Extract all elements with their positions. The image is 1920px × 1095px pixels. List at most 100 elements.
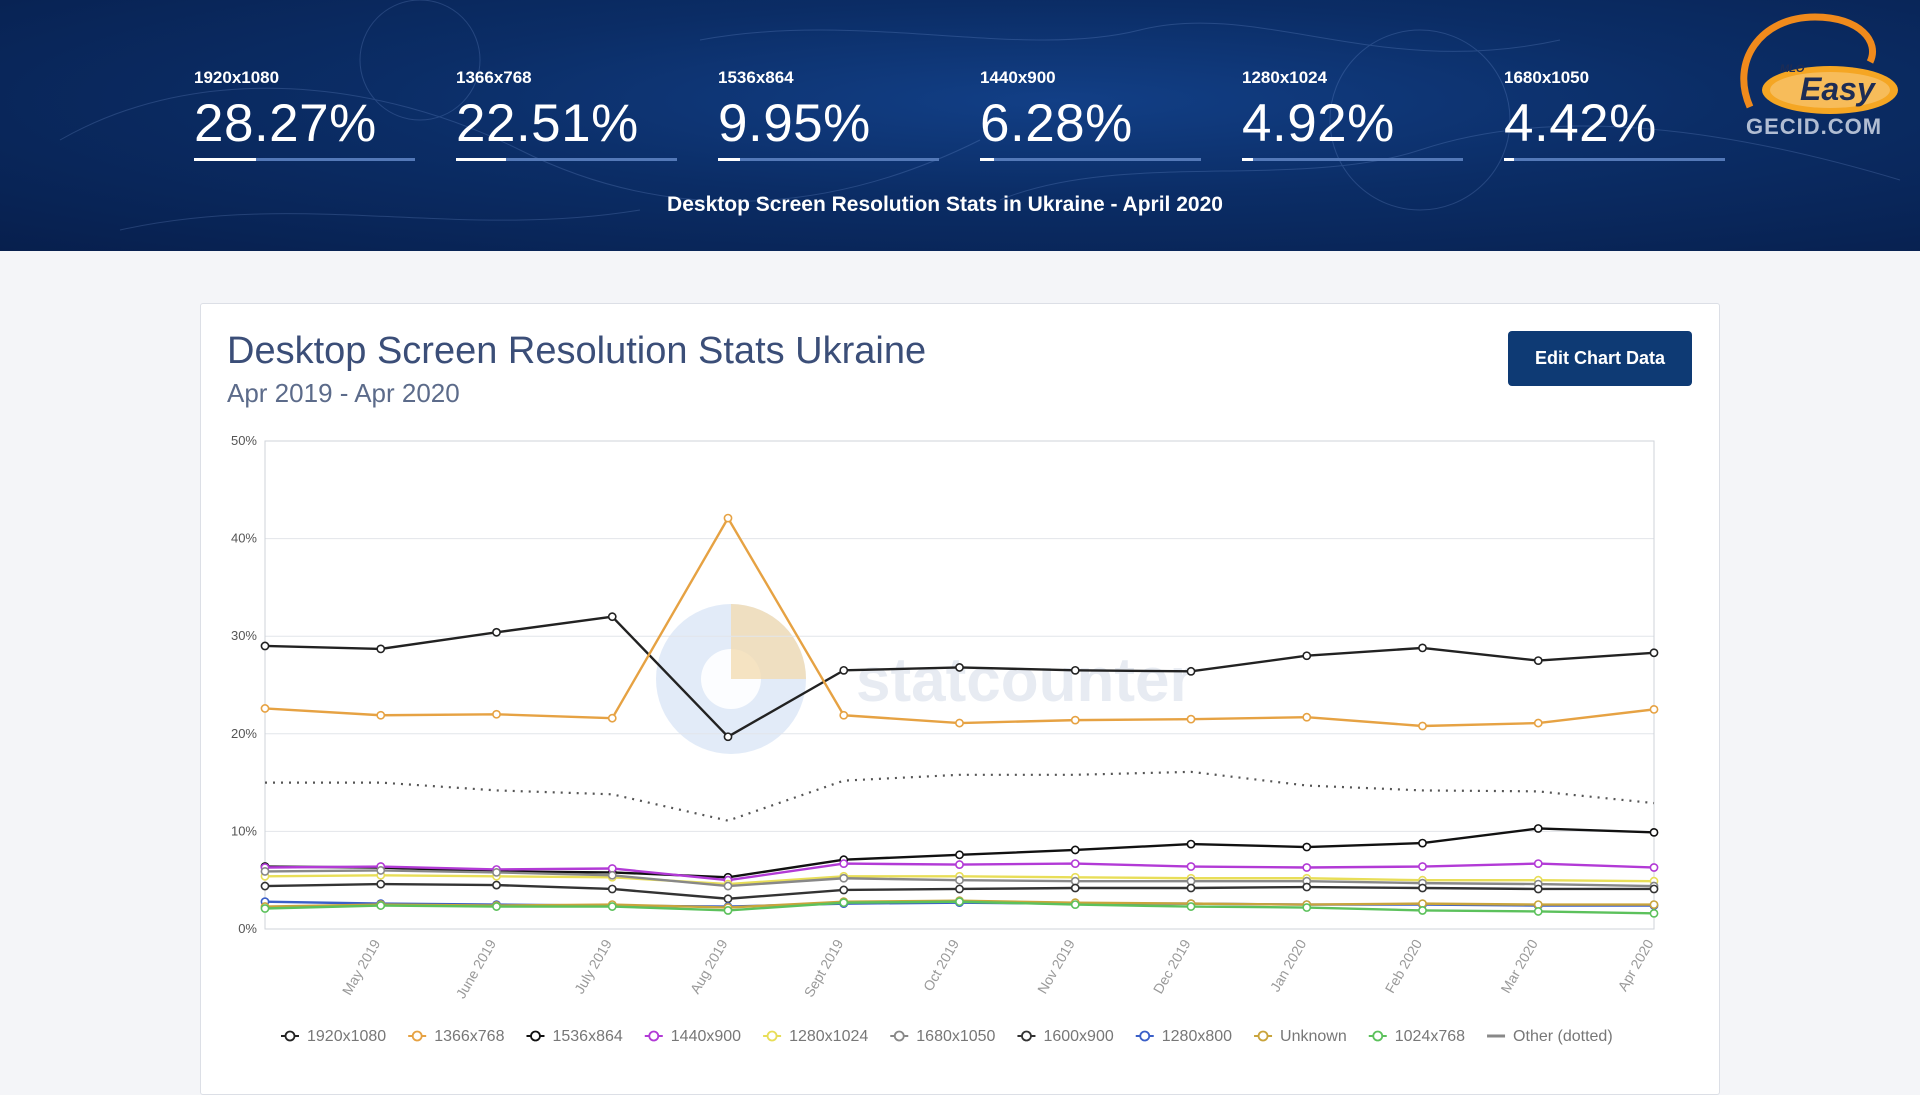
stat-bar-fill	[1242, 158, 1253, 161]
legend-marker-dot	[1139, 1030, 1151, 1042]
data-point	[1533, 884, 1543, 894]
data-point	[1649, 863, 1659, 872]
legend-marker-dot	[1372, 1030, 1384, 1042]
legend-marker-dot	[411, 1030, 423, 1042]
stat-bar	[980, 158, 1201, 161]
data-point	[260, 704, 270, 713]
stat-bar-fill	[194, 158, 257, 161]
data-point	[1186, 902, 1196, 911]
stat-percent: 22.51%	[456, 94, 639, 153]
data-point	[839, 710, 849, 720]
legend-label: 1920x1080	[307, 1028, 386, 1045]
stat-percent: 9.95%	[718, 94, 871, 153]
stat-resolution: 1920x1080	[194, 68, 280, 87]
legend-label: Unknown	[1280, 1028, 1347, 1045]
legend-label: 1366x768	[434, 1028, 504, 1045]
legend-marker-dot	[1257, 1030, 1269, 1042]
data-point	[1418, 906, 1427, 915]
data-point	[1533, 859, 1543, 869]
legend-item: 1280x1024	[763, 1028, 868, 1045]
stat-1920x1080: 1920x1080 28.27%	[194, 68, 415, 161]
data-point	[839, 873, 849, 883]
data-point	[376, 901, 386, 910]
legend-item: Other (dotted)	[1487, 1028, 1613, 1045]
data-point	[1649, 827, 1659, 837]
stat-resolution: 1440x900	[980, 68, 1056, 87]
plot-frame	[264, 440, 1655, 930]
data-point	[376, 866, 386, 875]
stat-bar-fill	[1504, 158, 1514, 161]
data-point	[1070, 715, 1080, 725]
legend-item: 1366x768	[408, 1028, 505, 1045]
data-point	[955, 663, 964, 672]
data-point	[839, 885, 849, 895]
stat-bar-fill	[980, 158, 994, 161]
legend-marker-dot	[284, 1030, 296, 1042]
data-point	[260, 881, 270, 891]
data-point	[1418, 838, 1427, 848]
data-point	[376, 710, 386, 720]
header-banner: 1920x1080 28.27% 1366x768 22.51% 1536x86…	[0, 0, 1920, 251]
stat-resolution: 1366x768	[456, 68, 532, 87]
data-point	[607, 612, 617, 622]
data-point	[1186, 883, 1196, 893]
legend-item: 1920x1080	[281, 1028, 386, 1045]
legend-label: 1600x900	[1043, 1028, 1113, 1045]
stat-resolution: 1280x1024	[1242, 68, 1328, 87]
data-point	[376, 644, 386, 654]
y-tick-label: 50%	[231, 433, 257, 448]
series-1680x1050	[260, 866, 1659, 891]
stat-resolution: 1536x864	[718, 68, 794, 87]
data-point	[607, 884, 617, 894]
x-tick-label: June 2019	[453, 936, 500, 1001]
stat-bar	[456, 158, 677, 161]
x-tick-label: Jan 2020	[1267, 936, 1310, 994]
data-point	[1302, 882, 1312, 892]
x-tick-label: Feb 2020	[1382, 936, 1426, 995]
data-point	[723, 906, 733, 915]
data-point	[1302, 651, 1312, 661]
stat-1680x1050: 1680x1050 4.42%	[1504, 68, 1725, 161]
data-point	[1070, 900, 1080, 909]
series-1600x900	[260, 879, 1659, 904]
stat-percent: 4.92%	[1242, 94, 1395, 153]
logo-swoosh-icon: Easy MLO	[1740, 13, 1898, 114]
legend-item: Unknown	[1254, 1028, 1347, 1045]
logo-tag: Easy	[1800, 71, 1877, 107]
data-point	[955, 718, 964, 728]
stat-percent: 4.42%	[1504, 94, 1657, 153]
y-tick-label: 40%	[231, 531, 257, 546]
logo-small: MLO	[1780, 63, 1805, 75]
stat-resolution: 1680x1050	[1504, 68, 1590, 87]
data-point	[723, 732, 733, 742]
stat-bar-fill	[456, 158, 506, 161]
data-point	[1302, 712, 1312, 722]
legend-item: 1440x900	[644, 1028, 741, 1045]
data-point	[1302, 903, 1312, 912]
data-point	[1186, 862, 1196, 871]
data-point	[839, 898, 849, 908]
y-tick-label: 10%	[231, 823, 257, 838]
legend-item: 1680x1050	[890, 1028, 996, 1045]
series-other-dotted-	[265, 770, 1655, 822]
legend-item: 1536x864	[526, 1028, 623, 1045]
chart-title: Desktop Screen Resolution Stats Ukraine	[227, 330, 927, 372]
x-tick-label: Apr 2020	[1614, 936, 1656, 993]
banner-title: Desktop Screen Resolution Stats in Ukrai…	[667, 193, 1223, 216]
data-point	[607, 713, 617, 723]
data-point	[1186, 666, 1196, 676]
data-point	[1186, 714, 1196, 724]
legend-marker-dot	[766, 1030, 778, 1042]
data-point	[723, 881, 733, 891]
stat-1536x864: 1536x864 9.95%	[718, 68, 939, 161]
stat-1280x1024: 1280x1024 4.92%	[1242, 68, 1463, 161]
data-point	[492, 627, 501, 637]
series-1366x768	[260, 513, 1659, 731]
stat-bar-fill	[718, 158, 740, 161]
x-tick-label: Sept 2019	[801, 936, 847, 999]
data-point	[723, 894, 733, 904]
edit-chart-data-button[interactable]: Edit Chart Data	[1508, 331, 1692, 386]
data-point	[955, 875, 964, 885]
stat-percent: 6.28%	[980, 94, 1133, 153]
data-point	[723, 513, 733, 523]
